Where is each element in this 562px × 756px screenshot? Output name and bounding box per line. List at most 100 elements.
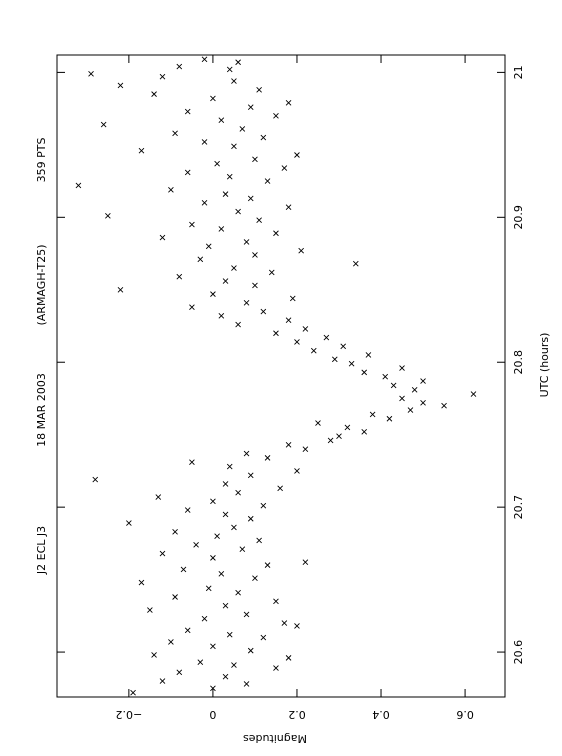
x-tick-label: 20.6 [512,640,525,665]
data-point [340,343,347,350]
data-point [176,669,183,676]
data-point [310,347,317,354]
data-point [222,511,229,518]
title-annotation: (ARMAGH-T25) [35,244,48,325]
data-point [197,659,204,666]
data-point [100,121,107,128]
data-point [214,160,220,167]
data-point [252,575,258,581]
data-point [260,502,267,509]
data-point [222,673,229,680]
data-point [294,339,300,345]
data-point [218,313,225,319]
data-point [210,643,216,650]
data-point [222,278,229,284]
data-point [336,433,342,439]
data-point [201,200,208,206]
data-point [172,594,178,600]
data-point [159,550,166,557]
data-point [315,420,321,426]
data-point [420,399,426,406]
data-point [231,143,237,150]
y-axis-label: Magnitudes [243,732,307,745]
data-point [189,459,195,466]
data-point [273,665,279,671]
data-point [226,463,233,470]
data-point [285,204,292,210]
data-point [235,208,241,215]
data-point [231,662,237,668]
x-tick-label: 20.7 [512,495,525,520]
data-point [243,239,250,245]
data-point [281,620,288,626]
y-tick-label: −0.2 [116,708,143,721]
data-point [260,308,267,315]
data-point [159,678,166,684]
data-point [226,173,233,180]
data-point [151,91,157,97]
data-point [155,494,162,500]
data-point [256,537,262,544]
title-annotation: 18 MAR 2003 [35,373,48,447]
data-point [260,634,267,641]
data-point [352,260,359,267]
data-point [268,269,275,276]
data-point [231,524,237,531]
data-point [285,442,292,448]
data-point [214,533,220,539]
data-point [247,647,254,654]
data-point [273,598,279,605]
x-tick-label: 20.9 [512,205,525,230]
data-point [294,152,300,158]
data-point [168,186,174,193]
y-tick-label: 0 [209,708,216,721]
data-point [411,386,418,393]
data-point [184,108,191,115]
data-point [117,286,124,293]
data-point [218,570,225,577]
data-point [201,56,208,63]
data-point [218,226,225,232]
y-tick-label: 0.2 [288,708,306,721]
data-point [302,326,309,332]
data-point [138,147,145,154]
data-point [260,134,267,141]
data-point [176,63,183,70]
data-point [243,450,250,457]
data-point [256,217,262,224]
title-annotation: 359 PTS [35,138,48,183]
data-point [138,579,145,586]
data-point [399,395,405,402]
data-point [252,252,258,258]
data-point [348,360,355,367]
data-point [298,247,304,254]
data-point [205,585,212,592]
data-point [126,520,132,526]
data-point [285,100,292,106]
data-point [247,515,254,522]
data-point [390,382,397,389]
data-point [239,546,246,552]
data-point [168,639,174,645]
data-point [323,334,330,341]
data-point [470,391,477,397]
x-axis-label: UTC (hours) [538,333,551,398]
data-point [420,378,426,384]
data-point [264,455,271,461]
data-point [105,213,111,219]
data-point [193,542,199,548]
data-point [302,446,309,453]
data-point [365,352,372,358]
data-point [218,117,225,124]
data-point [88,71,94,77]
data-point [243,681,250,687]
data-point [382,373,389,380]
data-point [184,507,191,513]
data-point [327,437,334,444]
data-point [344,424,351,431]
data-point [210,291,216,297]
data-point [159,234,166,241]
y-tick-label: 0.6 [456,708,474,721]
data-point [172,130,178,137]
